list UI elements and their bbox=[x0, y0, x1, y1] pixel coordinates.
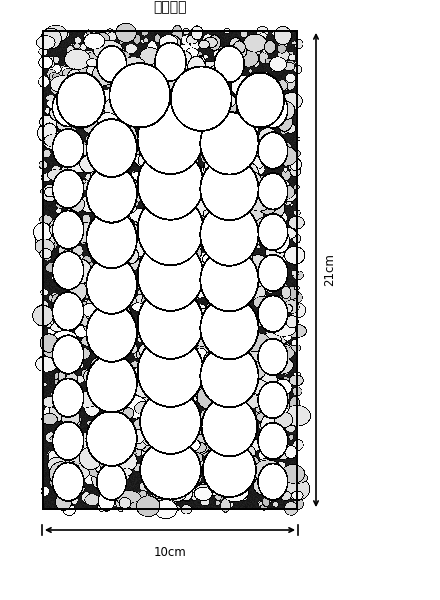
Text: 21cm: 21cm bbox=[323, 254, 337, 286]
Text: 模拟压板: 模拟压板 bbox=[153, 0, 187, 14]
Text: 10cm: 10cm bbox=[154, 546, 187, 559]
